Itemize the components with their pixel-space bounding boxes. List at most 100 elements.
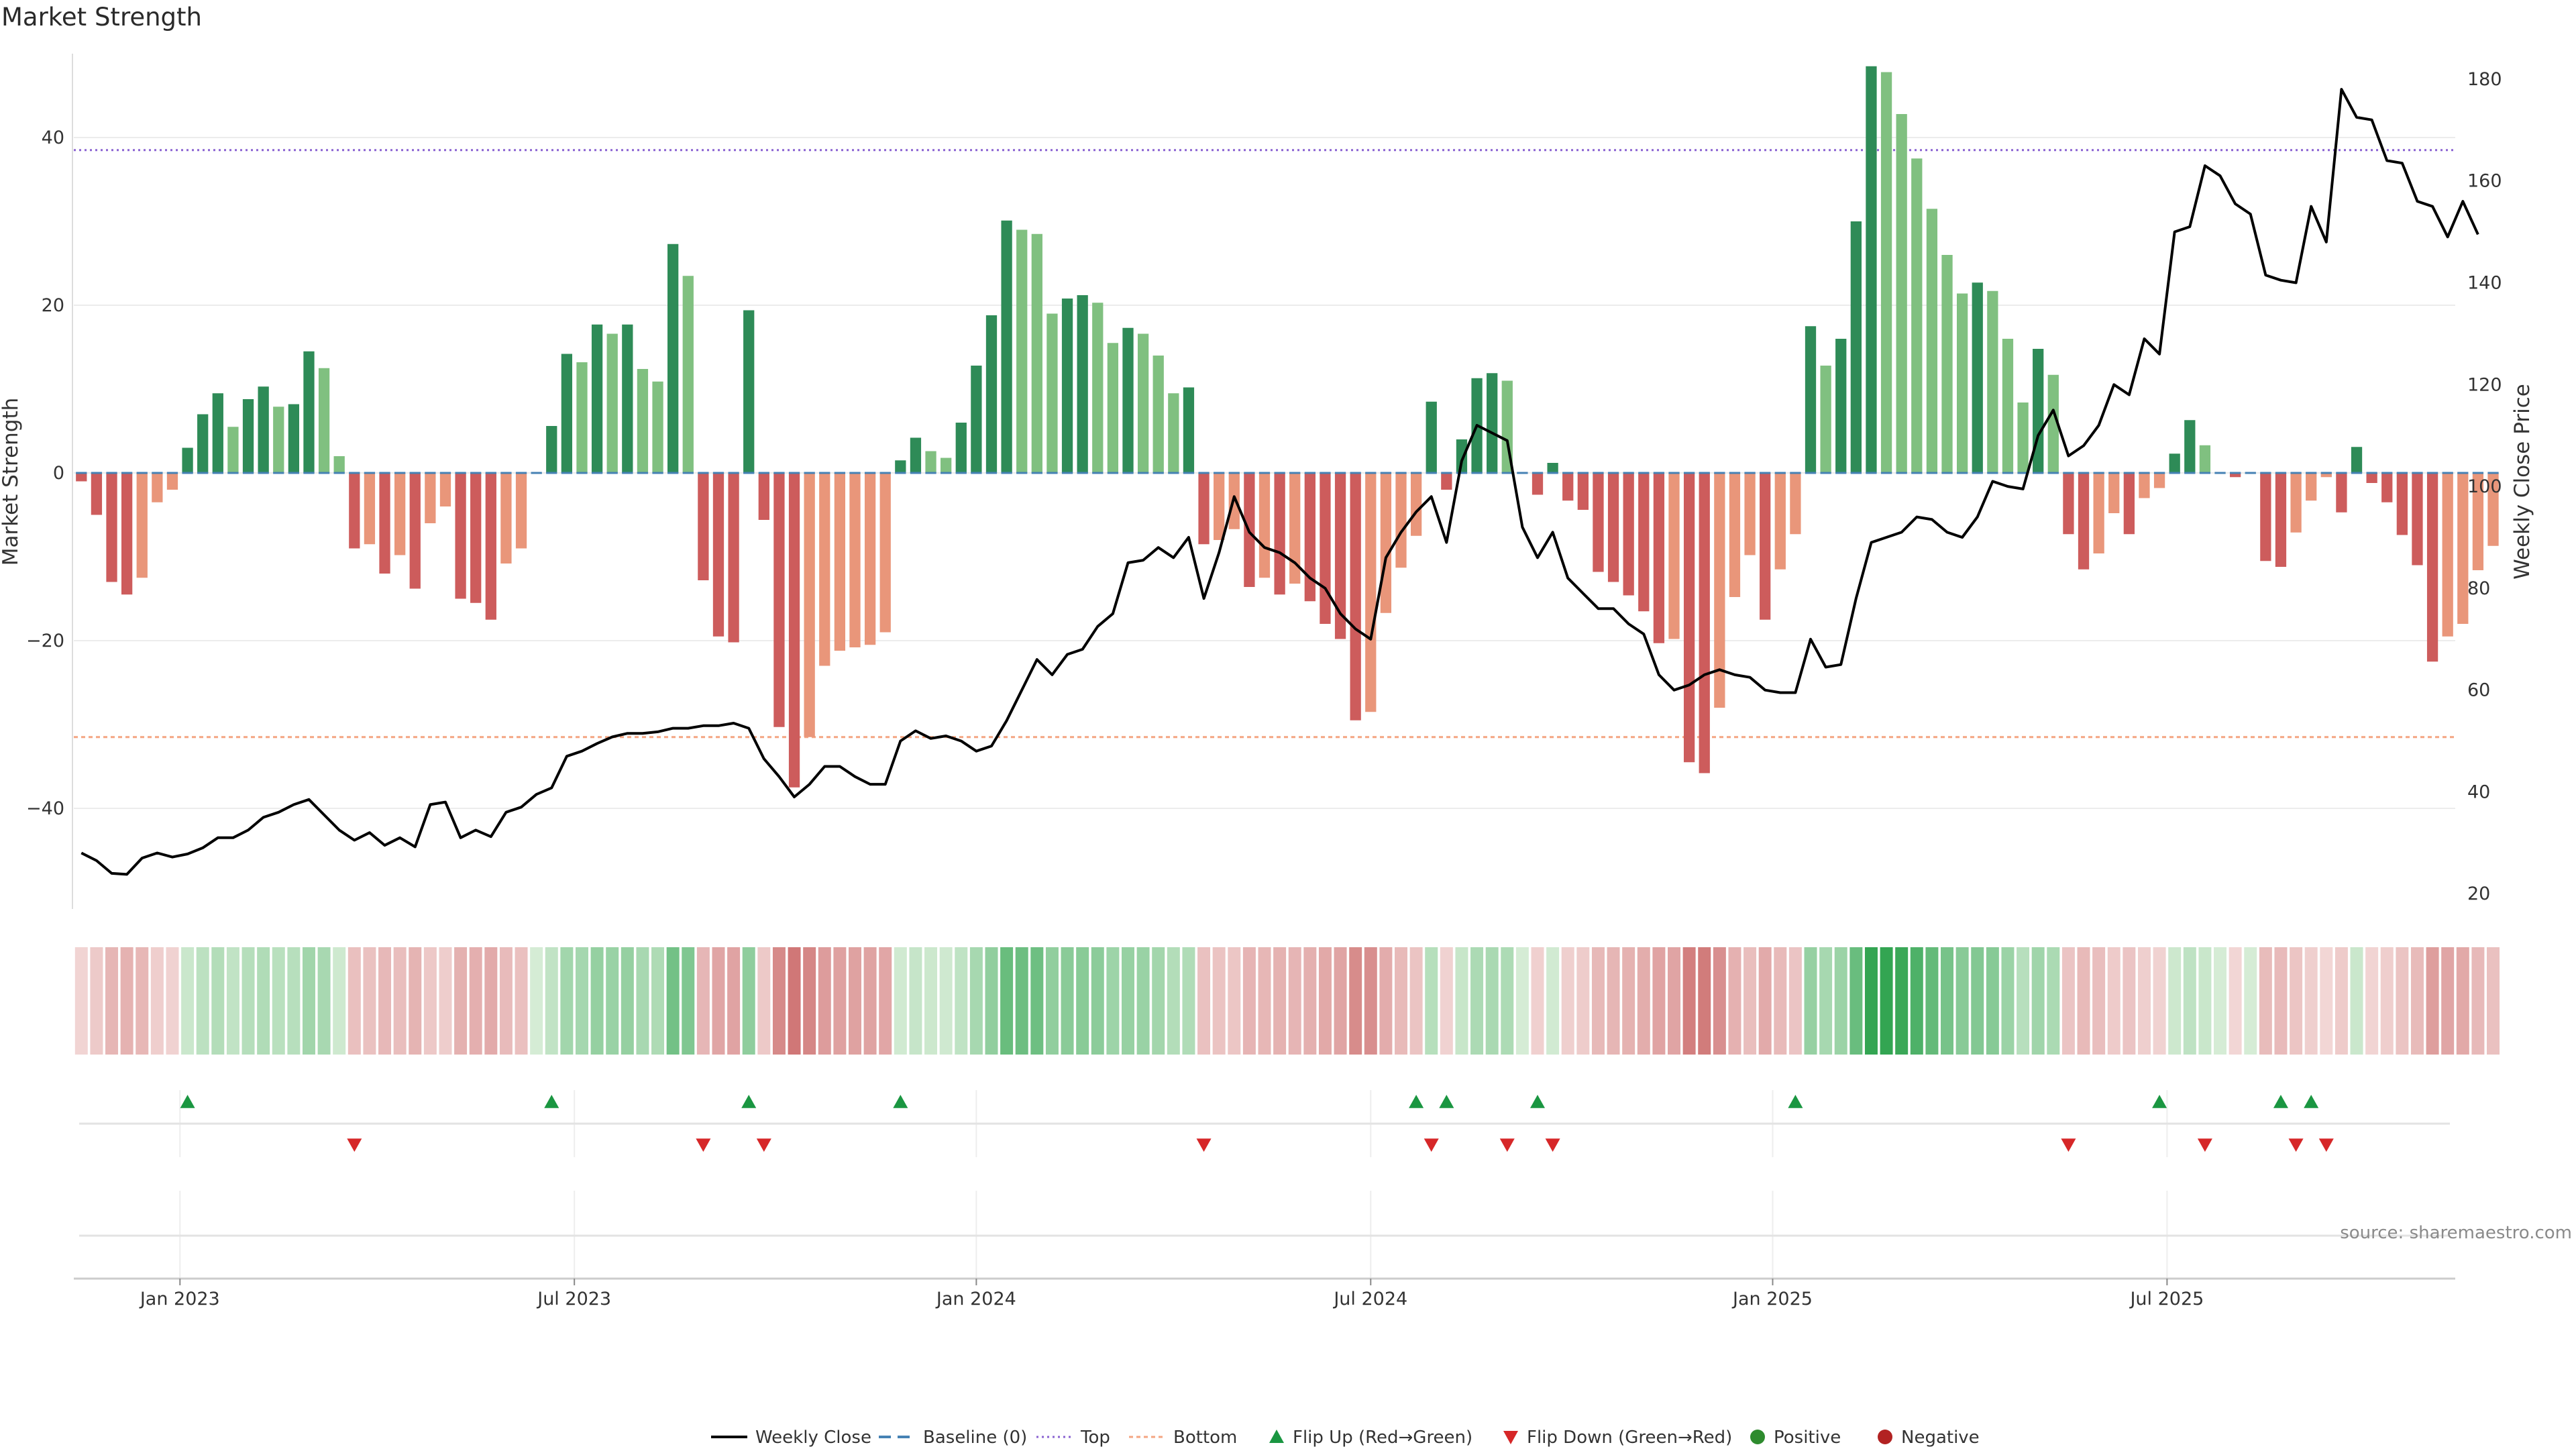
- strength-bar: [606, 333, 618, 473]
- signal-cell: [347, 947, 361, 1055]
- signal-cell: [575, 947, 588, 1055]
- strength-bar: [1835, 339, 1847, 473]
- signal-cell: [1622, 947, 1635, 1055]
- signal-cell: [955, 947, 968, 1055]
- strength-bar: [2381, 473, 2393, 502]
- signal-cell: [272, 947, 285, 1055]
- x-tick-label: Jul 2025: [2129, 1289, 2204, 1309]
- legend-item-3: Top: [1036, 1428, 1110, 1448]
- strength-bar: [546, 426, 557, 473]
- strength-bar: [2123, 473, 2135, 535]
- y2-axis-label: Weekly Close Price: [2510, 384, 2534, 580]
- signal-cell: [2259, 947, 2272, 1055]
- flip-down-marker: [2288, 1138, 2304, 1152]
- signal-cell: [2061, 947, 2075, 1055]
- strength-bar: [1001, 220, 1012, 473]
- signal-cell: [1758, 947, 1772, 1055]
- signal-cell: [409, 947, 422, 1055]
- strength-bar: [728, 473, 739, 643]
- strength-bar: [1380, 473, 1392, 613]
- signal-cell: [74, 947, 88, 1055]
- reference-lines: [74, 149, 2455, 739]
- strength-bar: [485, 473, 496, 620]
- strength-bar: [758, 473, 769, 520]
- signal-cell: [1106, 947, 1120, 1055]
- signal-cell: [2365, 947, 2379, 1055]
- signal-cell: [1925, 947, 1939, 1055]
- signal-cell: [363, 947, 376, 1055]
- strength-bar: [2290, 473, 2302, 533]
- legend-swatch-flip-up: [1269, 1430, 1284, 1443]
- signal-cell: [2198, 947, 2212, 1055]
- signal-cell: [1698, 947, 1711, 1055]
- strength-bar: [2275, 473, 2287, 567]
- signal-cell: [2107, 947, 2121, 1055]
- y-axis-ticks: −40 −20 0 20 40: [26, 54, 73, 909]
- signal-cell: [302, 947, 315, 1055]
- strength-bar: [2063, 473, 2074, 535]
- signal-cell: [1409, 947, 1423, 1055]
- signal-cell: [1273, 947, 1287, 1055]
- price-line-layer: [80, 88, 2479, 876]
- signal-cell: [393, 947, 407, 1055]
- strength-bar: [1653, 473, 1665, 643]
- signal-cell: [1122, 947, 1134, 1055]
- signal-cell: [1000, 947, 1014, 1055]
- legend: Weekly Close Baseline (0) Top Bottom Flip Up…: [711, 1428, 1980, 1448]
- strength-bar: [152, 473, 163, 502]
- signal-cell: [1774, 947, 1787, 1055]
- signal-cell: [484, 947, 498, 1055]
- signal-cell: [909, 947, 922, 1055]
- signal-cell: [2031, 947, 2045, 1055]
- strength-bar: [258, 386, 269, 473]
- strength-bar: [2487, 473, 2499, 546]
- legend-item-5: Flip Up (Red→Green): [1269, 1428, 1472, 1448]
- strength-bar: [1107, 343, 1119, 473]
- signal-cell: [2244, 947, 2257, 1055]
- signal-cell: [2017, 947, 2030, 1055]
- signal-cell: [2214, 947, 2227, 1055]
- signal-cell: [590, 947, 604, 1055]
- strength-bar: [1183, 387, 1195, 473]
- strength-bar: [166, 473, 178, 490]
- signal-cell: [2304, 947, 2318, 1055]
- signal-cell: [454, 947, 468, 1055]
- signal-cell: [499, 947, 513, 1055]
- signal-cell: [1728, 947, 1741, 1055]
- signal-cell: [1455, 947, 1468, 1055]
- signal-cell: [515, 947, 528, 1055]
- signal-cell: [317, 947, 331, 1055]
- signal-cell: [712, 947, 725, 1055]
- x-tick-label: Jan 2023: [139, 1289, 220, 1309]
- signal-cell: [1076, 947, 1089, 1055]
- y2-tick-label: 120: [2467, 374, 2502, 395]
- strength-bars: [76, 66, 2499, 788]
- strength-bar: [394, 473, 406, 555]
- flip-down-marker: [347, 1138, 362, 1152]
- strength-bar: [1077, 295, 1088, 473]
- strength-bar: [2169, 453, 2180, 473]
- signal-cell: [2487, 947, 2500, 1055]
- strength-bar: [2426, 473, 2438, 662]
- strength-bar: [2033, 349, 2044, 473]
- signal-cell: [1258, 947, 1271, 1055]
- strength-bar: [1046, 313, 1058, 473]
- flip-up-marker: [544, 1095, 559, 1108]
- signal-cell: [287, 947, 301, 1055]
- legend-item-7: Positive: [1750, 1428, 1841, 1448]
- signal-cell: [2229, 947, 2242, 1055]
- signal-cell: [1136, 947, 1150, 1055]
- flip-down-marker: [696, 1138, 711, 1152]
- strength-bar: [1137, 333, 1149, 473]
- strength-bar: [1699, 473, 1710, 773]
- strength-bar: [2199, 445, 2211, 473]
- signal-cell: [1682, 947, 1696, 1055]
- strength-bar: [895, 460, 906, 473]
- signal-cell: [2274, 947, 2288, 1055]
- signal-cell: [1788, 947, 1802, 1055]
- signal-cell: [1941, 947, 1954, 1055]
- signal-cell: [2320, 947, 2333, 1055]
- signal-cell: [863, 947, 877, 1055]
- signal-cell: [1197, 947, 1211, 1055]
